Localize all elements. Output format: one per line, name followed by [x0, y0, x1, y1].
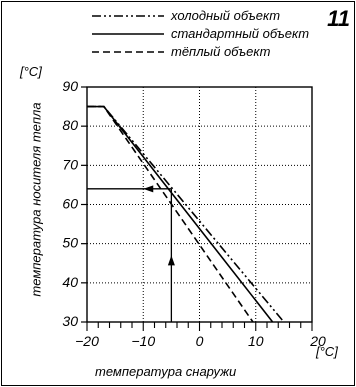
annotation-left-arrowhead: [143, 185, 154, 193]
reading-arrows: [87, 185, 175, 322]
series-lines: [87, 105, 285, 323]
y-tick-label: 70: [62, 156, 78, 172]
legend-lines: [92, 15, 164, 53]
x-axis-title: температура снаружи: [95, 364, 237, 379]
legend-label-cold: холодный объект: [171, 8, 281, 23]
x-tick-label: 20: [309, 333, 326, 349]
x-unit-label: [°C]: [316, 344, 338, 359]
legend-label-warm: тёплый объект: [171, 44, 271, 59]
x-tick-label: 0: [196, 333, 204, 349]
y-unit-label: [°C]: [20, 64, 42, 79]
series-line-2: [87, 105, 254, 323]
y-tick-label: 30: [62, 313, 78, 329]
legend-label-standard: стандартный объект: [171, 26, 310, 41]
y-tick-label: 40: [62, 274, 78, 290]
y-tick-label: 60: [62, 196, 78, 212]
y-tick-label: 50: [62, 235, 78, 251]
grid-lines: [87, 87, 312, 322]
x-tick-label: −10: [131, 333, 155, 349]
series-line-0: [87, 105, 285, 323]
x-tick-label: −20: [75, 333, 99, 349]
y-tick-label: 90: [62, 78, 78, 94]
y-tick-label: 80: [62, 117, 78, 133]
figure-number: 11: [327, 6, 350, 31]
series-line-1: [87, 105, 274, 323]
y-axis-title: температура носителя тепла: [28, 102, 44, 297]
x-tick-label: 10: [248, 333, 264, 349]
annotation-up-arrowhead: [167, 255, 175, 266]
axes: 30 40 50 60 70 80 90 −20 −10 0 10 20: [62, 78, 326, 349]
